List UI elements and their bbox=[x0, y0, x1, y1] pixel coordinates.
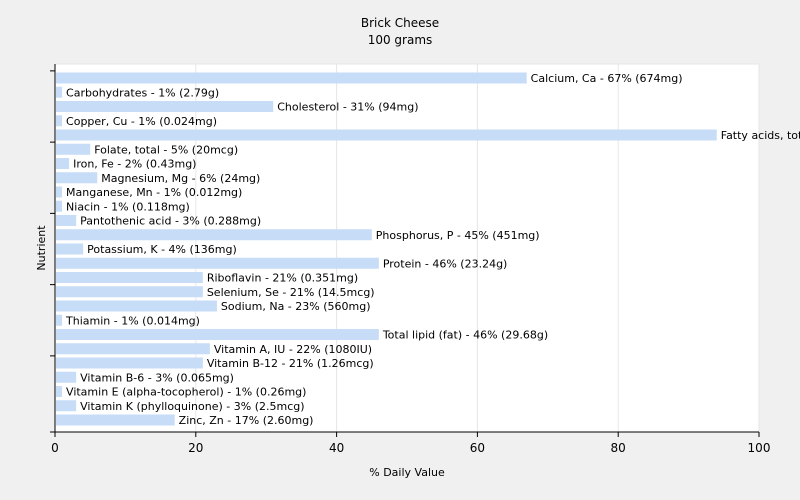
y-axis-label: Nutrient bbox=[35, 225, 48, 271]
bar bbox=[56, 414, 175, 426]
bar bbox=[56, 172, 98, 184]
bar-label: Cholesterol - 31% (94mg) bbox=[277, 101, 418, 114]
bar-label: Total lipid (fat) - 46% (29.68g) bbox=[382, 329, 548, 342]
bar bbox=[56, 243, 84, 255]
gridlines bbox=[55, 63, 760, 432]
bar-label: Phosphorus, P - 45% (451mg) bbox=[376, 229, 540, 242]
bar-label: Sodium, Na - 23% (560mg) bbox=[221, 300, 371, 313]
bar-label: Thiamin - 1% (0.014mg) bbox=[65, 314, 200, 327]
bar bbox=[56, 143, 91, 155]
bar bbox=[56, 400, 77, 412]
bar bbox=[56, 129, 717, 141]
bar-label: Magnesium, Mg - 6% (24mg) bbox=[101, 172, 260, 185]
bars bbox=[56, 72, 717, 426]
x-tick-label: 40 bbox=[329, 441, 344, 455]
bar bbox=[56, 215, 77, 226]
bar-label: Vitamin E (alpha-tocopherol) - 1% (0.26m… bbox=[66, 386, 306, 399]
bar bbox=[56, 343, 210, 355]
x-tick-label: 60 bbox=[470, 441, 485, 455]
bar bbox=[56, 229, 372, 241]
bar-labels: Calcium, Ca - 67% (674mg) Carbohydrates -… bbox=[65, 72, 800, 427]
bar-label: Zinc, Zn - 17% (2.60mg) bbox=[179, 414, 314, 427]
bar bbox=[56, 186, 63, 198]
bar bbox=[56, 386, 63, 397]
bar-label: Selenium, Se - 21% (14.5mcg) bbox=[207, 286, 375, 299]
bar-label: Copper, Cu - 1% (0.024mg) bbox=[66, 115, 217, 128]
bar-label: Fatty acids, total saturated - 94% (18.7… bbox=[721, 129, 800, 142]
bar-label: Vitamin B-6 - 3% (0.065mg) bbox=[80, 371, 234, 384]
bar bbox=[56, 371, 77, 383]
chart-subtitle: 100 grams bbox=[368, 33, 433, 47]
bar-label: Iron, Fe - 2% (0.43mg) bbox=[73, 158, 196, 171]
bar bbox=[56, 72, 527, 84]
bar-label: Niacin - 1% (0.118mg) bbox=[66, 200, 190, 213]
bar bbox=[56, 314, 63, 326]
bar-label: Vitamin K (phylloquinone) - 3% (2.5mcg) bbox=[80, 400, 304, 413]
bar-label: Vitamin B-12 - 21% (1.26mcg) bbox=[207, 357, 374, 370]
bar bbox=[56, 286, 203, 298]
bar bbox=[56, 257, 379, 269]
bar bbox=[56, 158, 70, 169]
bar bbox=[56, 300, 217, 312]
bar-label: Manganese, Mn - 1% (0.012mg) bbox=[66, 186, 242, 199]
x-axis-label: % Daily Value bbox=[369, 466, 445, 479]
axes bbox=[50, 64, 760, 437]
bar bbox=[56, 357, 203, 369]
bar-label: Carbohydrates - 1% (2.79g) bbox=[66, 86, 219, 99]
bar bbox=[56, 272, 203, 283]
bar bbox=[56, 101, 274, 112]
bar-label: Pantothenic acid - 3% (0.288mg) bbox=[80, 215, 261, 228]
bar-label: Calcium, Ca - 67% (674mg) bbox=[531, 72, 683, 85]
bar bbox=[56, 115, 63, 127]
bar-label: Folate, total - 5% (20mcg) bbox=[94, 143, 238, 156]
bar bbox=[56, 329, 379, 340]
x-tick-label: 20 bbox=[188, 441, 203, 455]
bar bbox=[56, 200, 63, 212]
x-tick-label: 100 bbox=[748, 441, 771, 455]
bar bbox=[56, 86, 63, 98]
plot-area bbox=[55, 64, 759, 432]
x-tick-labels: 0 20 40 60 80 100 bbox=[51, 441, 770, 455]
x-tick-label: 0 bbox=[51, 441, 59, 455]
x-tick-label: 80 bbox=[611, 441, 626, 455]
bar-label: Riboflavin - 21% (0.351mg) bbox=[207, 272, 358, 285]
bar-label: Potassium, K - 4% (136mg) bbox=[87, 243, 237, 256]
chart-title: Brick Cheese bbox=[361, 16, 439, 30]
bar-label: Vitamin A, IU - 22% (1080IU) bbox=[214, 343, 372, 356]
bar-label: Protein - 46% (23.24g) bbox=[383, 257, 508, 270]
